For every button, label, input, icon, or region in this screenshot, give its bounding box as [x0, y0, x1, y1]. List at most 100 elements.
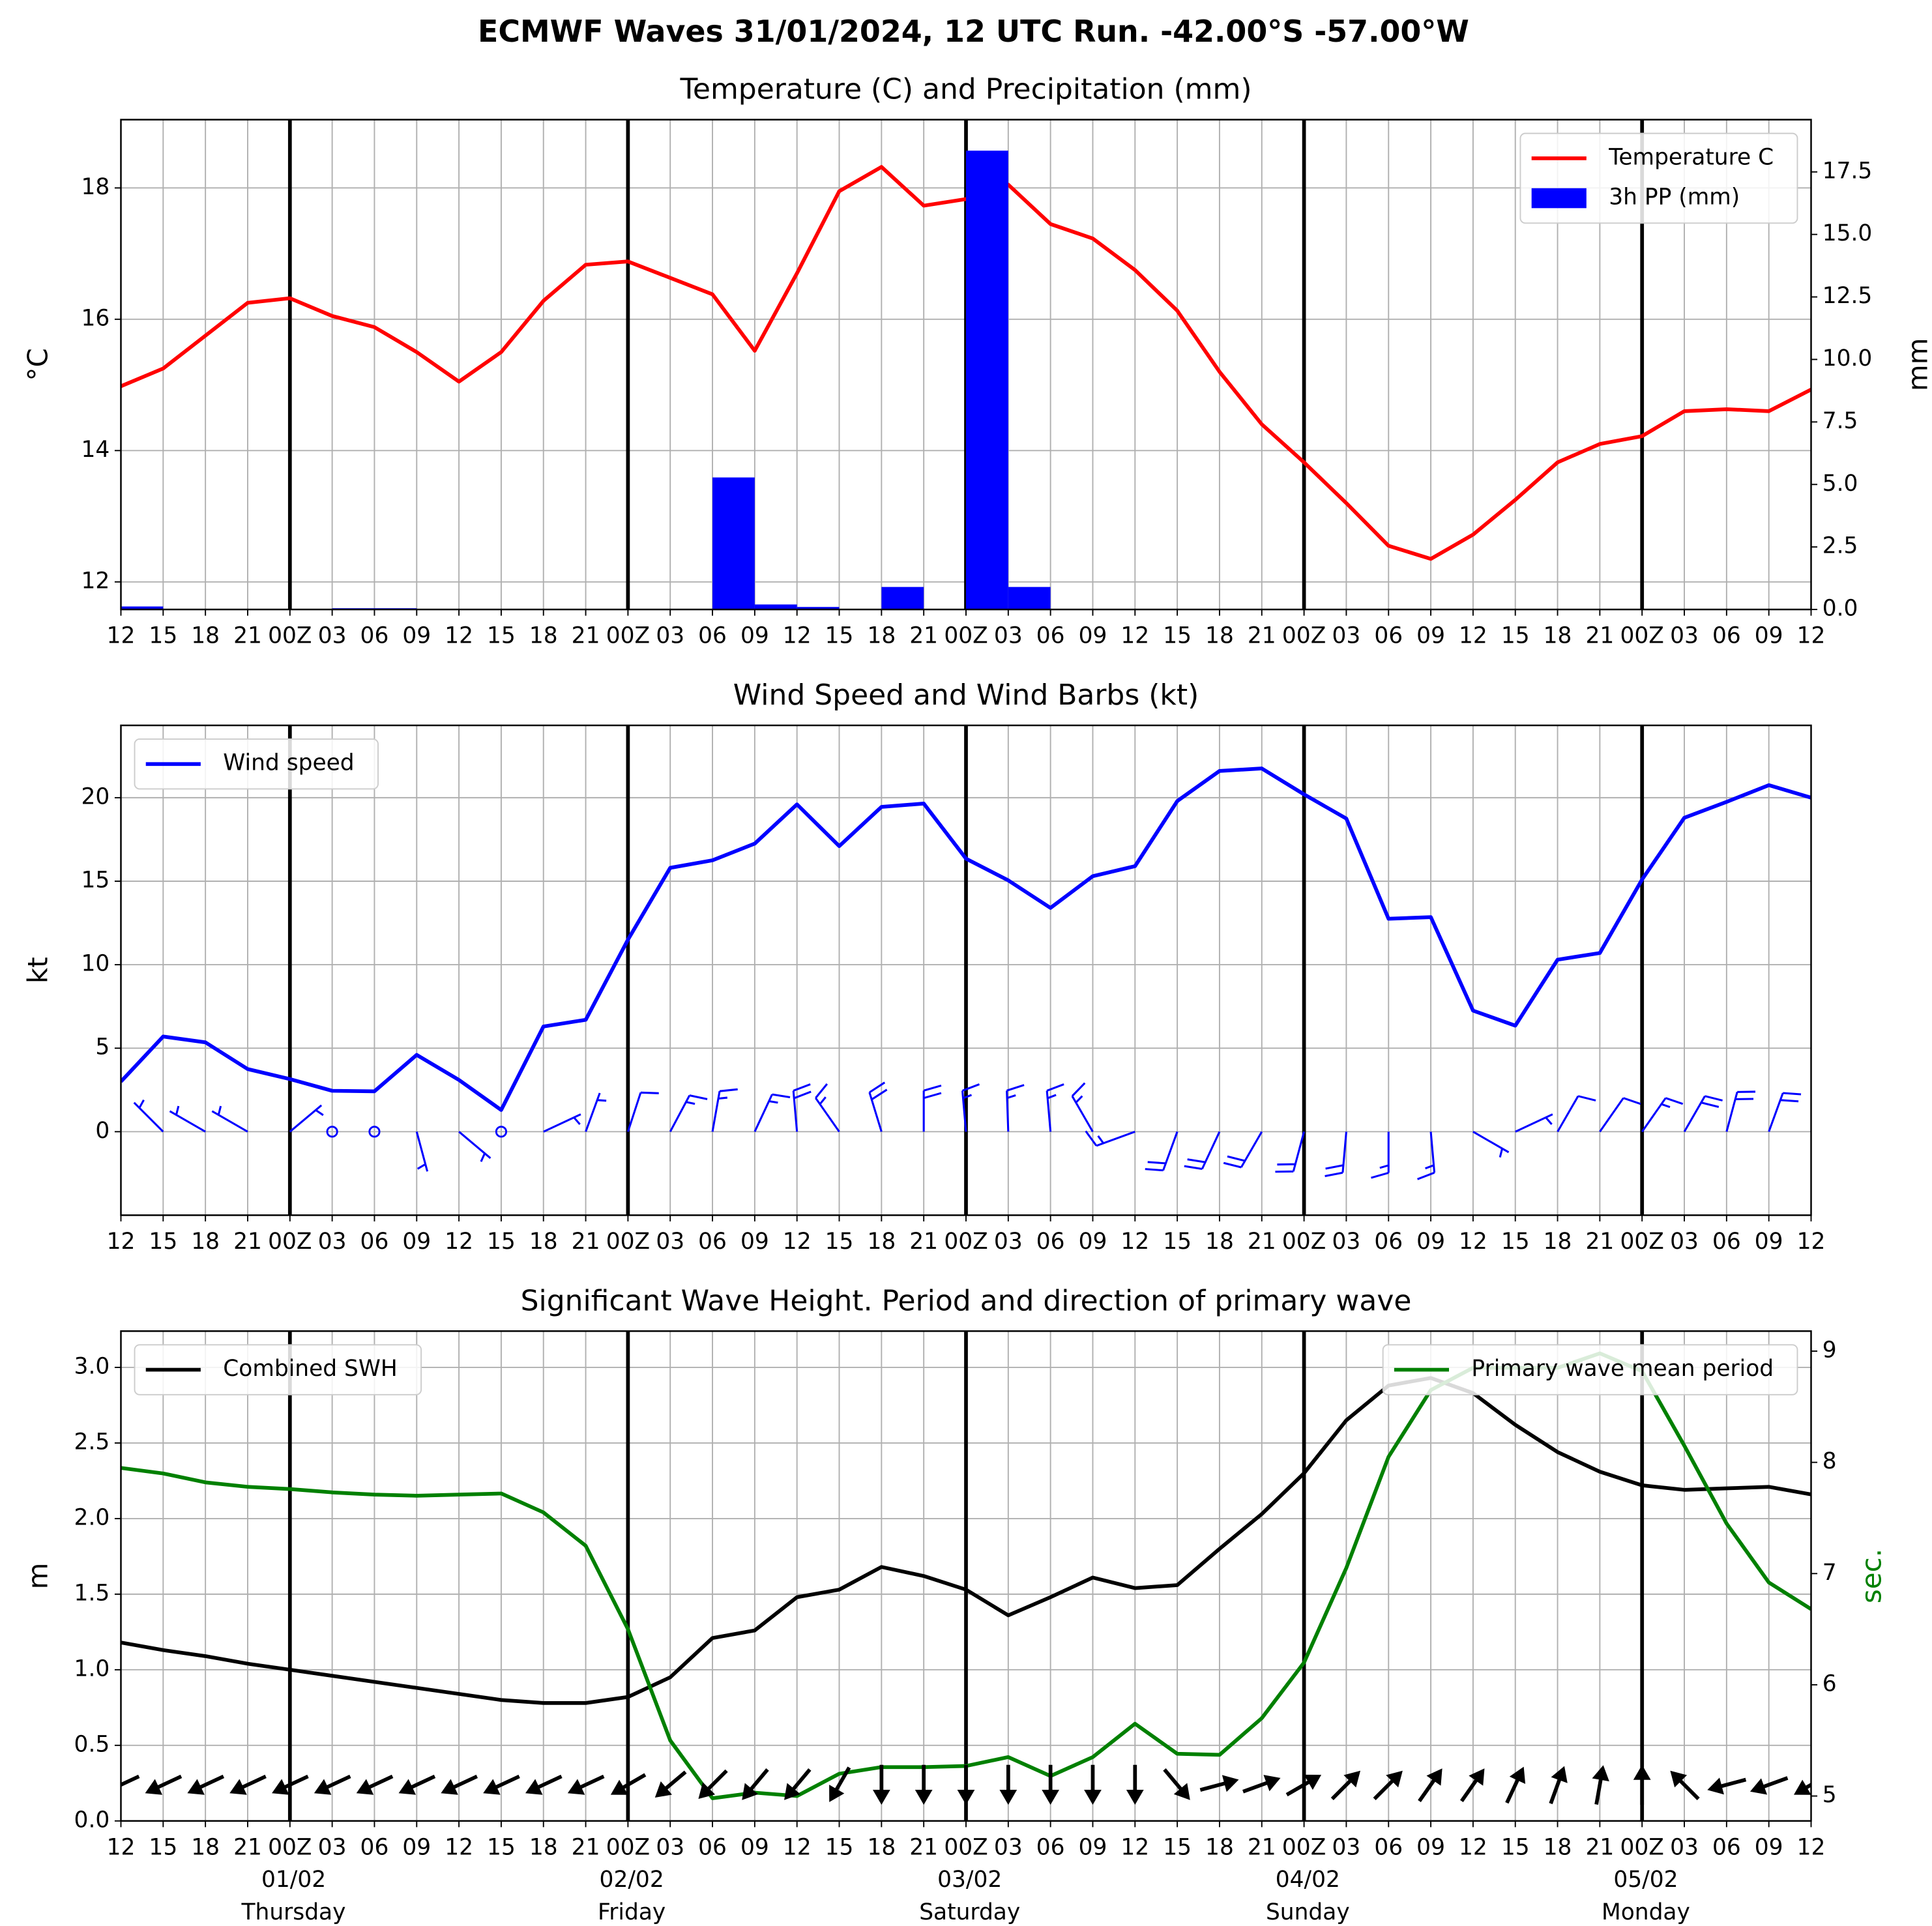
x-tick-label: 12: [1120, 1834, 1149, 1860]
bar: [881, 587, 924, 610]
legend-label: Temperature C: [1608, 144, 1774, 170]
panel-title: Significant Wave Height. Period and dire…: [521, 1284, 1412, 1317]
x-tick-label: 06: [1036, 1229, 1065, 1255]
wind-barb: [495, 1126, 508, 1138]
wave-arrow: [1505, 1766, 1526, 1804]
plot-frame: [120, 119, 1812, 611]
wave-arrow: [1242, 1775, 1281, 1794]
x-tick-label: 06: [698, 623, 727, 649]
wind-barb: [1071, 1082, 1094, 1133]
wind-barb: [1417, 1131, 1436, 1180]
x-tick-label: 09: [1416, 1834, 1445, 1860]
legend-box: [1382, 1344, 1798, 1395]
wind-barb: [543, 1113, 581, 1133]
x-tick-label: 06: [1712, 1834, 1741, 1860]
x-tick-label: 15: [1163, 1834, 1192, 1860]
day-label: Saturday: [919, 1899, 1020, 1925]
y-tick-label: 16: [81, 305, 110, 331]
x-tick-label: 12: [445, 623, 473, 649]
x-tick-label: 15: [487, 1834, 516, 1860]
wind-barb: [169, 1105, 206, 1133]
x-tick-label: 03: [1332, 1229, 1361, 1255]
x-tick-label: 18: [1544, 623, 1572, 649]
x-tick-label: 12: [107, 623, 136, 649]
x-tick-label: 03: [1670, 1834, 1699, 1860]
x-tick-label: 06: [1374, 1229, 1403, 1255]
x-tick-label: 03: [656, 1834, 684, 1860]
date-label: 01/02: [261, 1867, 326, 1893]
x-tick-label: 18: [191, 1834, 220, 1860]
y2-tick-label: 17.5: [1822, 158, 1873, 184]
x-tick-label: 06: [1374, 1834, 1403, 1860]
x-tick-label: 09: [1755, 1229, 1783, 1255]
y-tick-label: 3.0: [74, 1353, 110, 1379]
wave-arrow: [1592, 1765, 1609, 1805]
wave-arrow: [1633, 1764, 1651, 1805]
x-tick-label: 09: [740, 623, 769, 649]
legend: Wind speed: [134, 738, 379, 790]
wave-arrow: [872, 1764, 890, 1805]
y2-tick-label: 0.0: [1822, 596, 1858, 622]
wave-arrow: [915, 1764, 933, 1805]
date-label: 05/02: [1613, 1867, 1678, 1893]
x-tick-label: 09: [402, 623, 431, 649]
y-tick-label: 2.5: [74, 1429, 110, 1455]
y-tick-label: 12: [81, 568, 110, 594]
y-axis-label: °C: [22, 348, 54, 381]
wind-barb: [1275, 1131, 1306, 1173]
x-tick-label: 06: [1036, 623, 1065, 649]
wind-barb: [961, 1083, 980, 1132]
legend-box: [134, 1344, 422, 1395]
x-tick-label: 15: [487, 623, 516, 649]
date-label: 03/02: [937, 1867, 1002, 1893]
x-tick-label: 12: [1459, 1229, 1487, 1255]
y2-axis-label: sec.: [1856, 1549, 1888, 1603]
x-tick-label: 15: [149, 623, 177, 649]
y-axis-label: kt: [22, 957, 54, 984]
legend-label: Combined SWH: [223, 1356, 397, 1382]
x-tick-label: 21: [1248, 1229, 1276, 1255]
x-tick-label: 12: [1797, 1229, 1826, 1255]
y2-tick-label: 6: [1822, 1671, 1837, 1697]
x-tick-label: 18: [191, 623, 220, 649]
wind-barb: [1515, 1113, 1553, 1133]
bar: [754, 604, 797, 610]
wave-arrow: [1459, 1768, 1485, 1803]
x-tick-label: 06: [360, 623, 389, 649]
wind-barb: [1557, 1095, 1596, 1133]
legend: Primary wave mean period: [1382, 1344, 1798, 1395]
x-tick-label: 21: [1248, 623, 1276, 649]
x-tick-label: 21: [909, 1834, 938, 1860]
x-tick-label: 00Z: [1282, 1834, 1326, 1860]
y-tick-label: 20: [81, 783, 110, 810]
x-tick-label: 09: [740, 1834, 769, 1860]
x-tick-label: 00Z: [1282, 623, 1326, 649]
wind-barb: [754, 1093, 791, 1132]
wind-barb: [815, 1083, 840, 1133]
wave-arrow: [610, 1773, 647, 1795]
x-tick-label: 03: [994, 1229, 1023, 1255]
bar: [1008, 587, 1051, 610]
wave-arrow: [1330, 1770, 1361, 1800]
x-tick-label: 09: [1416, 1229, 1445, 1255]
x-tick-label: 00Z: [1620, 1229, 1664, 1255]
x-tick-label: 03: [656, 1229, 684, 1255]
panel-title: Wind Speed and Wind Barbs (kt): [733, 678, 1199, 712]
wave-arrow: [314, 1774, 351, 1795]
wave-arrow: [187, 1774, 225, 1795]
x-tick-label: 09: [1416, 623, 1445, 649]
x-tick-label: 18: [191, 1229, 220, 1255]
x-tick-label: 03: [994, 623, 1023, 649]
legend-box: [134, 738, 379, 790]
wave-arrow: [1163, 1768, 1190, 1800]
line: [121, 766, 1811, 1112]
y-tick-label: 0.5: [74, 1731, 110, 1757]
wind-barb: [1371, 1131, 1390, 1179]
x-tick-label: 18: [1205, 1834, 1234, 1860]
wind-barb: [1599, 1097, 1641, 1133]
x-tick-label: 09: [402, 1834, 431, 1860]
wind-barb: [1006, 1084, 1025, 1132]
x-tick-label: 18: [1544, 1834, 1572, 1860]
chart-title: ECMWF Waves 31/01/2024, 12 UTC Run. -42.…: [478, 14, 1469, 49]
legend-swatch: [1531, 188, 1587, 209]
